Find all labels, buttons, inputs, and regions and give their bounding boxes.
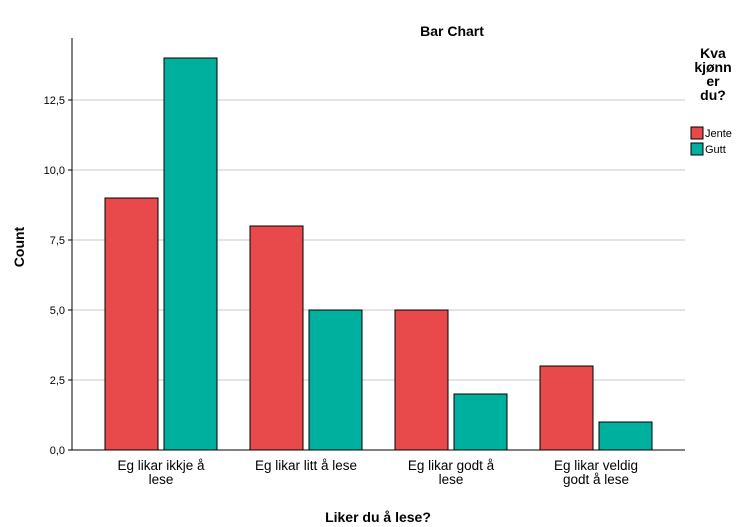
x-category-label: Eg likar litt å lese bbox=[255, 458, 357, 473]
y-tick-label: 10,0 bbox=[44, 165, 65, 177]
x-axis-title: Liker du å lese? bbox=[325, 509, 431, 525]
y-tick-label: 7,5 bbox=[50, 235, 65, 247]
bar-gutt-2 bbox=[308, 309, 363, 451]
bars bbox=[104, 57, 653, 451]
x-category-labels: Eg likar ikkje å lese Eg likar litt å lese… bbox=[117, 458, 638, 487]
bar-gutt-3 bbox=[453, 393, 508, 451]
y-tick-label: 12,5 bbox=[44, 95, 65, 107]
legend: Kva kjønn er du? Jente Gutt bbox=[690, 45, 732, 156]
bar-gutt-1 bbox=[163, 57, 218, 451]
x-category-label: Eg likar veldig godt å lese bbox=[554, 458, 638, 487]
x-category-label: Eg likar godt å lese bbox=[408, 458, 495, 487]
bar-gutt-4 bbox=[598, 421, 653, 451]
bar-jente-2 bbox=[249, 225, 304, 451]
legend-label-gutt: Gutt bbox=[705, 144, 726, 156]
y-tick-label: 0,0 bbox=[50, 445, 65, 457]
y-axis-title: Count bbox=[11, 226, 27, 267]
y-tick-label: 5,0 bbox=[50, 305, 65, 317]
legend-swatch-gutt bbox=[690, 142, 704, 156]
x-category-label: Eg likar ikkje å lese bbox=[117, 458, 205, 487]
y-tick-label: 2,5 bbox=[50, 375, 65, 387]
bar-jente-4 bbox=[539, 365, 594, 451]
chart-title: Bar Chart bbox=[420, 23, 484, 39]
y-tick-labels: 0,0 2,5 5,0 7,5 10,0 12,5 bbox=[44, 95, 72, 457]
bar-jente-3 bbox=[394, 309, 449, 451]
legend-swatch-jente bbox=[690, 126, 704, 140]
legend-label-jente: Jente bbox=[705, 128, 732, 140]
bar-jente-1 bbox=[104, 197, 159, 451]
legend-title: Kva kjønn er du? bbox=[694, 45, 731, 103]
